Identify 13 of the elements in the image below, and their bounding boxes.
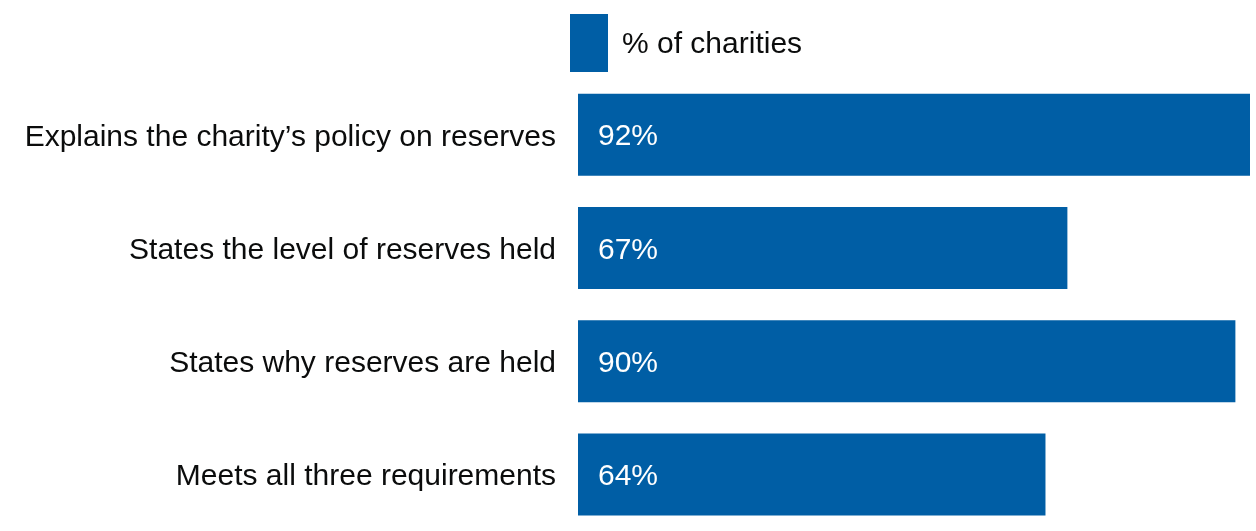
y-tick-label: States the level of reserves held <box>129 231 556 265</box>
data-label: 67% <box>598 231 659 265</box>
y-tick-label: Explains the charity’s policy on reserves <box>24 118 556 152</box>
bar <box>578 207 1068 290</box>
y-tick-label: Meets all three requirements <box>175 457 556 491</box>
legend-label: % of charities <box>622 26 803 60</box>
data-label: 90% <box>598 344 659 378</box>
bar <box>578 320 1236 403</box>
bar <box>578 433 1046 516</box>
bar <box>578 93 1250 176</box>
data-label: 92% <box>598 118 659 152</box>
data-label: 64% <box>598 458 659 492</box>
y-tick-label: States why reserves are held <box>169 344 556 378</box>
